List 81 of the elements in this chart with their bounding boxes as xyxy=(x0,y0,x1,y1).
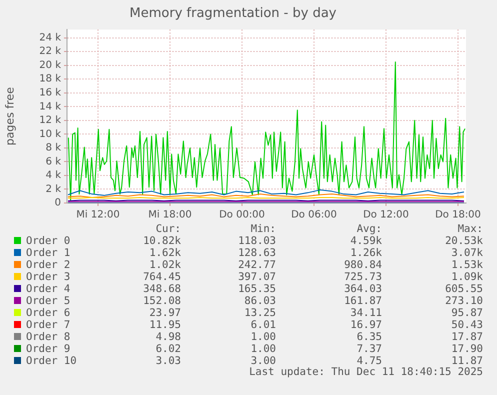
text: 397.07 xyxy=(238,271,276,283)
text: 764.45 xyxy=(143,271,181,283)
text: 6.02 xyxy=(156,343,181,355)
text: 128.63 xyxy=(238,247,276,259)
text: 273.10 xyxy=(445,295,483,307)
legend-label: Order 8 xyxy=(26,331,70,343)
y-tick-label: 0 xyxy=(54,198,61,209)
x-tick-label: Do 06:00 xyxy=(291,210,337,221)
y-tick-label: 18 k xyxy=(39,74,62,85)
legend-label: Order 6 xyxy=(26,307,70,319)
x-tick-label: Mi 18:00 xyxy=(148,210,192,221)
text: 4.59k xyxy=(350,235,382,247)
text: 86.03 xyxy=(244,295,276,307)
x-tick-label: Do 18:00 xyxy=(435,210,481,221)
y-tick-label: 6 k xyxy=(46,156,62,168)
y-axis-title: pages free xyxy=(3,86,16,146)
text: 10.82k xyxy=(143,235,181,247)
text: 364.03 xyxy=(344,283,382,295)
text: 6.01 xyxy=(250,319,276,331)
legend-label: Order 5 xyxy=(26,295,70,307)
text: 118.03 xyxy=(238,235,276,247)
text: 152.08 xyxy=(143,295,181,307)
text: 4.98 xyxy=(156,331,181,343)
text: 3.03 xyxy=(156,355,181,367)
text: Max: xyxy=(458,223,483,235)
y-tick-label: 24 k xyxy=(39,32,62,44)
text: 6.35 xyxy=(356,331,382,343)
chart-title: Memory fragmentation - by day xyxy=(130,6,337,22)
text: 1.09k xyxy=(451,271,483,283)
text: Avg: xyxy=(356,223,382,235)
text: 1.62k xyxy=(149,247,181,259)
text: 1.53k xyxy=(451,259,483,271)
y-tick-label: 10 k xyxy=(39,128,62,140)
legend-label: Order 0 xyxy=(26,235,70,247)
text: 1.00 xyxy=(250,343,276,355)
text: 725.73 xyxy=(344,271,382,283)
y-tick-label: 20 k xyxy=(39,60,62,71)
text: 605.55 xyxy=(445,283,483,295)
text: 165.35 xyxy=(238,283,276,295)
text: 1.02k xyxy=(149,259,181,271)
text: Min: xyxy=(250,223,276,235)
x-tick-label: Do 12:00 xyxy=(363,210,409,221)
text: 34.11 xyxy=(350,307,382,319)
x-tick-label: Mi 12:00 xyxy=(76,210,120,221)
y-tick-label: 14 k xyxy=(39,101,62,112)
text: 3.07k xyxy=(451,247,483,259)
y-tick-label: 16 k xyxy=(39,88,62,98)
text: 4.75 xyxy=(356,355,382,367)
y-tick-label: 4 k xyxy=(46,170,62,182)
y-tick-label: 8 k xyxy=(46,142,62,154)
legend-label: Order 10 xyxy=(26,355,77,367)
y-tick-label: 12 k xyxy=(39,115,62,126)
text: Last update: Thu Dec 11 18:40:15 2025 xyxy=(248,366,483,378)
y-tick-label: 2 k xyxy=(46,184,62,195)
text: 16.97 xyxy=(350,319,382,331)
text: 161.87 xyxy=(344,295,382,307)
text: 50.43 xyxy=(451,319,483,331)
y-tick-label: 22 k xyxy=(39,46,62,58)
text: 13.25 xyxy=(244,307,276,319)
text: 242.77 xyxy=(238,259,276,271)
text: Cur: xyxy=(156,223,181,235)
legend-label: Order 2 xyxy=(26,259,70,271)
legend-label: Order 7 xyxy=(26,319,70,331)
legend-label: Order 3 xyxy=(26,271,70,283)
text: 348.68 xyxy=(143,283,181,295)
text: 11.87 xyxy=(451,355,483,367)
text: 3.00 xyxy=(250,355,276,367)
text: 7.37 xyxy=(356,343,382,355)
text: 980.84 xyxy=(344,259,382,271)
legend-label: Order 4 xyxy=(26,283,70,295)
text: 17.90 xyxy=(451,343,483,355)
text: 11.95 xyxy=(149,319,181,331)
text: 95.87 xyxy=(451,307,483,319)
text: 1.26k xyxy=(350,247,382,259)
text: 20.53k xyxy=(445,235,483,247)
legend-label: Order 1 xyxy=(26,247,70,259)
text: 17.87 xyxy=(451,331,483,343)
legend-label: Order 9 xyxy=(26,343,70,355)
text: 23.97 xyxy=(149,307,181,319)
x-tick-label: Do 00:00 xyxy=(219,210,265,221)
text: 1.00 xyxy=(250,331,276,343)
